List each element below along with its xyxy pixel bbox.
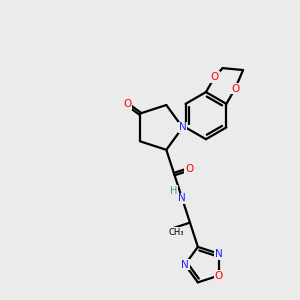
Text: N: N — [181, 260, 189, 270]
Text: N: N — [178, 194, 186, 203]
Text: O: O — [123, 99, 131, 109]
Text: O: O — [185, 164, 193, 174]
Text: H: H — [169, 185, 177, 196]
Text: O: O — [231, 84, 239, 94]
Text: O: O — [211, 72, 219, 82]
Text: O: O — [214, 271, 223, 281]
Text: CH₃: CH₃ — [168, 227, 184, 236]
Text: N: N — [215, 249, 223, 259]
Text: N: N — [179, 122, 187, 132]
